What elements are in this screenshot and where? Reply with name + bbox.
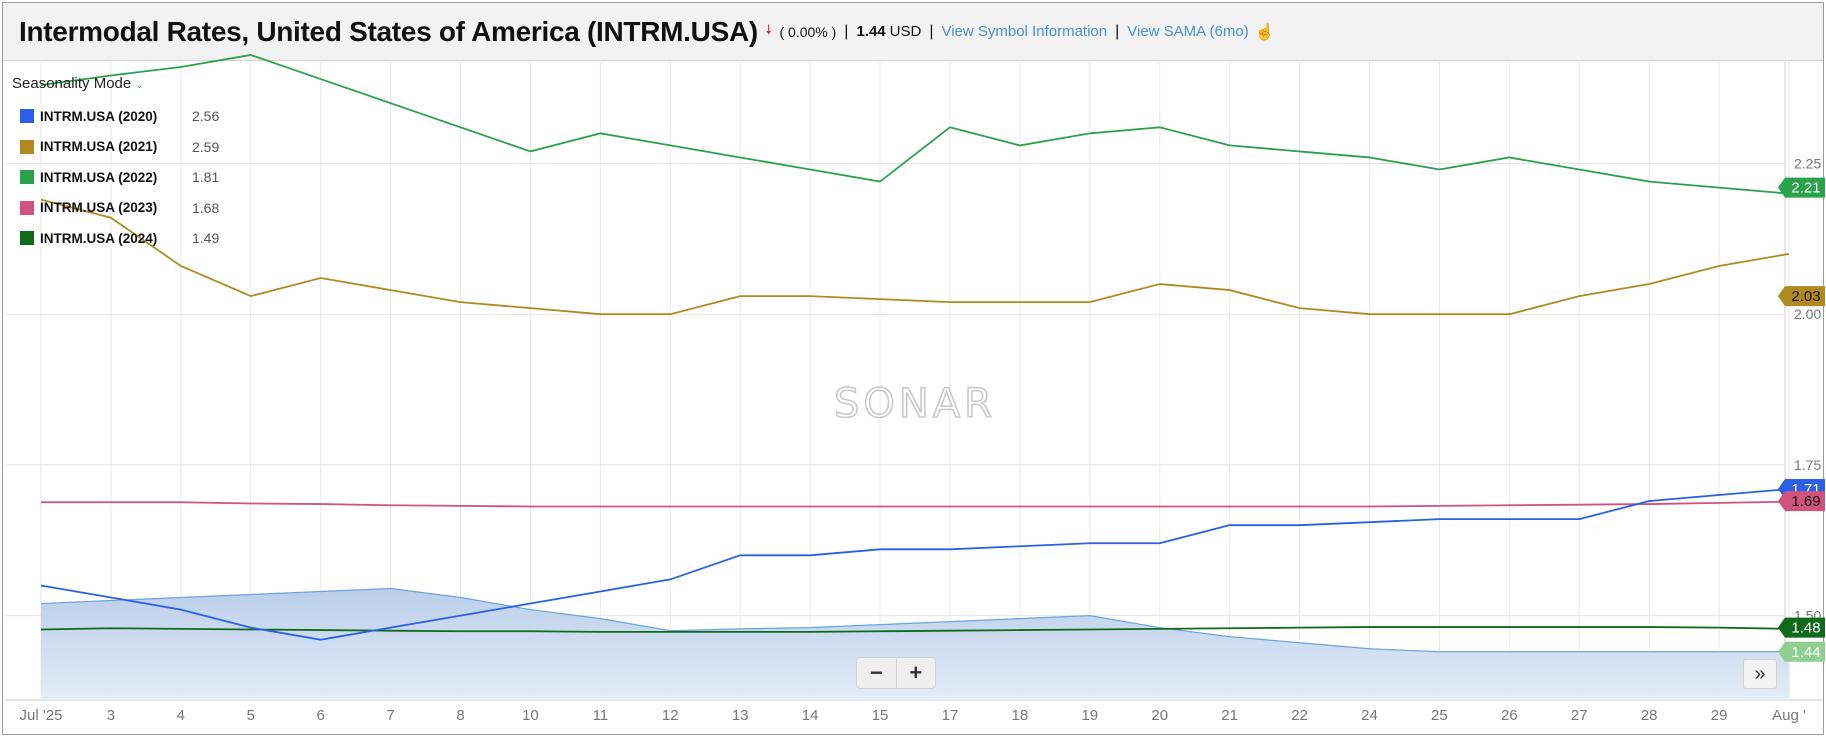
end-label-1: 1.69 <box>1778 491 1825 512</box>
end-label-1-bg <box>1778 491 1825 512</box>
legend-swatch <box>20 231 34 246</box>
legend-item[interactable]: INTRM.USA (2023) 1.68 <box>20 193 219 224</box>
x-tick-label: 13 <box>732 707 749 724</box>
y-tick-label: 1.75 <box>1794 457 1821 473</box>
separator: | <box>844 22 849 40</box>
x-tick-label: 28 <box>1641 707 1658 724</box>
legend-swatch <box>20 170 34 185</box>
series-line-4 <box>40 488 1790 641</box>
price-currency: USD <box>889 23 922 40</box>
zoom-out-button[interactable]: − <box>869 660 883 685</box>
y-tick-label: 2.00 <box>1794 306 1821 322</box>
legend-value: 1.49 <box>192 230 220 247</box>
y-tick-label: 2.25 <box>1794 155 1821 171</box>
x-tick-label: 5 <box>247 707 255 724</box>
chart-header: Intermodal Rates, United States of Ameri… <box>3 3 1823 61</box>
legend-item[interactable]: INTRM.USA (2024) 1.49 <box>20 223 219 254</box>
x-tick-label: 27 <box>1571 707 1588 724</box>
hand-pointer-icon: ☝ <box>1254 23 1275 41</box>
x-tick-label: 26 <box>1501 707 1518 724</box>
end-label-3-text: 2.03 <box>1791 288 1820 305</box>
x-tick-label: 7 <box>386 707 394 724</box>
legend-name: INTRM.USA (2021) <box>40 139 158 155</box>
zoom-controls: − + <box>856 657 936 689</box>
legend-name: INTRM.USA (2023) <box>40 200 158 216</box>
x-tick-label: 22 <box>1291 707 1308 724</box>
x-tick-label: Jul '25 <box>20 707 63 724</box>
seasonality-mode-label: Seasonality Mode <box>12 75 132 92</box>
x-tick-label: 12 <box>662 707 679 724</box>
x-tick-label: 3 <box>107 707 115 724</box>
view-symbol-info-link[interactable]: View Symbol Information <box>941 23 1108 40</box>
x-tick-label: 18 <box>1012 707 1029 724</box>
end-label-area-bg <box>1778 641 1825 662</box>
end-label-3: 2.03 <box>1778 286 1825 307</box>
chart-title: Intermodal Rates, United States of Ameri… <box>19 15 758 47</box>
series-line-0 <box>40 626 1790 633</box>
legend-swatch <box>20 139 34 154</box>
legend-value: 2.59 <box>192 138 220 155</box>
end-label-2: 2.21 <box>1778 177 1825 198</box>
price-value: 1.44 <box>856 23 886 40</box>
end-label-1-text: 1.69 <box>1791 493 1820 510</box>
legend-value: 1.81 <box>192 169 220 186</box>
end-label-2-text: 2.21 <box>1791 180 1820 197</box>
change-percent: ( 0.00% ) <box>779 23 837 40</box>
end-label-0-text: 1.48 <box>1791 620 1820 637</box>
x-tick-label: Aug ' <box>1772 707 1806 724</box>
legend-value: 1.68 <box>192 199 220 216</box>
x-tick-label: 8 <box>456 707 464 724</box>
end-label-area: 1.44 <box>1778 641 1825 662</box>
end-label-0: 1.48 <box>1778 617 1825 638</box>
chevron-down-icon: ⌄ <box>135 80 144 91</box>
end-label-0-bg <box>1778 617 1825 638</box>
x-tick-label: 25 <box>1431 707 1448 724</box>
series-line-2 <box>40 54 1790 195</box>
x-tick-label: 24 <box>1361 707 1378 724</box>
zoom-in-button[interactable]: + <box>895 658 936 688</box>
end-label-2-bg <box>1778 177 1825 198</box>
chart-plot[interactable]: 2.252.001.751.50SONAR1.712.212.031.691.4… <box>3 3 1825 736</box>
legend-name: INTRM.USA (2022) <box>40 169 158 185</box>
end-label-3-bg <box>1778 286 1825 307</box>
view-sama-link[interactable]: View SAMA (6mo) <box>1127 23 1249 40</box>
x-tick-label: 17 <box>942 707 959 724</box>
area-series-fill <box>41 588 1789 700</box>
legend-name: INTRM.USA (2024) <box>40 230 158 246</box>
x-tick-label: 15 <box>872 707 889 724</box>
legend-item[interactable]: INTRM.USA (2021) 2.59 <box>20 132 219 163</box>
legend-value: 2.56 <box>192 108 220 125</box>
series-line-1 <box>41 500 1790 508</box>
x-tick-label: 29 <box>1711 707 1728 724</box>
sonar-watermark: SONAR <box>834 381 996 427</box>
legend-name: INTRM.USA (2020) <box>40 108 158 124</box>
x-tick-label: 4 <box>177 707 185 724</box>
down-arrow-icon: 🠗 <box>765 21 772 37</box>
legend-item[interactable]: INTRM.USA (2022) 1.81 <box>20 162 219 193</box>
x-tick-label: 20 <box>1151 707 1168 724</box>
series-line-3 <box>40 198 1790 316</box>
area-series-line <box>40 587 1789 653</box>
scroll-forward-button[interactable]: » <box>1743 659 1777 689</box>
x-tick-label: 14 <box>802 707 819 724</box>
legend-swatch <box>20 200 34 215</box>
x-tick-label: 19 <box>1081 707 1098 724</box>
x-tick-label: 6 <box>317 707 325 724</box>
x-tick-label: 10 <box>522 707 539 724</box>
separator: | <box>929 22 934 40</box>
seasonality-mode-dropdown[interactable]: Seasonality Mode ⌄ <box>12 75 144 92</box>
x-tick-label: 21 <box>1221 707 1238 724</box>
x-tick-label: 11 <box>593 707 609 724</box>
end-label-area-text: 1.44 <box>1791 644 1820 661</box>
legend-swatch <box>20 109 34 124</box>
separator: | <box>1115 22 1120 40</box>
legend-item[interactable]: INTRM.USA (2020) 2.56 <box>20 101 219 132</box>
chart-legend: INTRM.USA (2020) 2.56 INTRM.USA (2021) 2.59… <box>20 101 219 254</box>
